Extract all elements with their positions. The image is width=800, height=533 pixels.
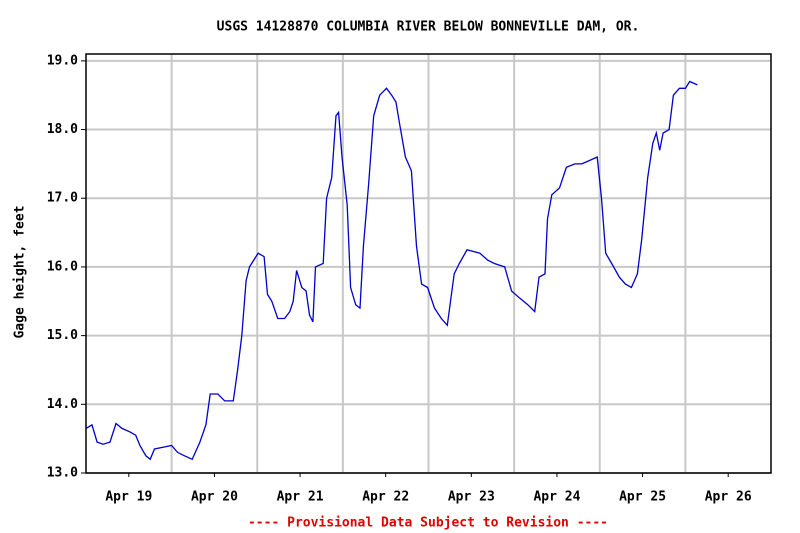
- y-tick-label: 15.0: [47, 328, 78, 343]
- x-tick-label: Apr 20: [191, 490, 238, 505]
- plot-frame: [85, 53, 772, 474]
- y-tick-label: 19.0: [47, 53, 78, 68]
- x-tick-label: Apr 22: [362, 490, 409, 505]
- y-tick-label: 13.0: [47, 466, 78, 481]
- y-tick-label: 18.0: [47, 122, 78, 137]
- y-tick-label: 14.0: [47, 397, 78, 412]
- footer-note: ---- Provisional Data Subject to Revisio…: [248, 516, 608, 531]
- x-tick-label: Apr 26: [705, 490, 752, 505]
- y-axis-label: Gage height, feet: [13, 205, 28, 338]
- data-line: [85, 80, 698, 461]
- chart-title: USGS 14128870 COLUMBIA RIVER BELOW BONNE…: [217, 20, 640, 35]
- x-tick-label: Apr 25: [619, 490, 666, 505]
- x-tick-label: Apr 24: [533, 490, 580, 505]
- y-tick-label: 16.0: [47, 259, 78, 274]
- y-tick-label: 17.0: [47, 191, 78, 206]
- x-tick-label: Apr 19: [105, 490, 152, 505]
- x-tick-label: Apr 21: [277, 490, 324, 505]
- x-tick-label: Apr 23: [448, 490, 495, 505]
